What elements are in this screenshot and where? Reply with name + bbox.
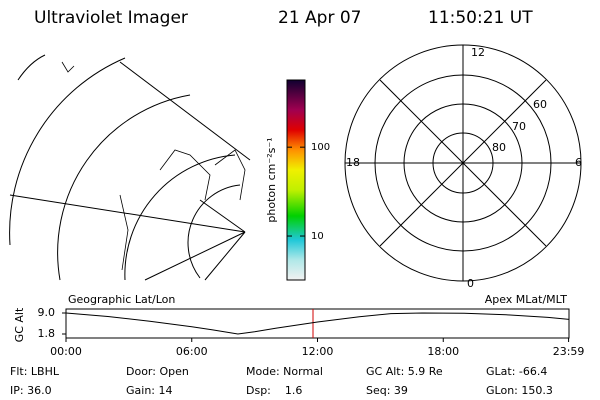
colorbar-tick-label: 100 <box>311 142 330 153</box>
status-field: Dsp: 1.6 <box>246 384 302 397</box>
timeline-ylabel: GC Alt <box>13 307 26 342</box>
y-tick-label: 9.0 <box>38 306 56 319</box>
x-tick-label: 23:59 <box>553 345 585 358</box>
polar-label: 60 <box>533 98 547 111</box>
x-tick-label: 18:00 <box>427 345 459 358</box>
altitude-line <box>65 312 570 335</box>
status-field: Door: Open <box>126 365 189 378</box>
status-field: GC Alt: 5.9 Re <box>366 365 443 378</box>
time: 11:50:21 UT <box>428 8 533 28</box>
polar-label: 12 <box>471 46 485 59</box>
colorbar-tick-label: 10 <box>311 231 324 242</box>
status-field: Seq: 39 <box>366 384 408 397</box>
x-tick-label: 06:00 <box>176 345 208 358</box>
timeline-right-label: Apex MLat/MLT <box>485 293 568 306</box>
x-tick-label: 12:00 <box>302 345 334 358</box>
colorbar-label: photon cm⁻²s⁻¹ <box>265 137 278 222</box>
geo-map <box>9 54 251 281</box>
polar-label: 70 <box>512 120 526 133</box>
status-field: GLon: 150.3 <box>486 384 553 397</box>
y-tick-label: 1.8 <box>38 327 56 340</box>
polar-grid <box>344 44 582 282</box>
status-field: IP: 36.0 <box>10 384 52 397</box>
status-field: Flt: LBHL <box>10 365 60 378</box>
title: Ultraviolet Imager <box>34 8 188 28</box>
status-field: GLat: -66.4 <box>486 365 547 378</box>
polar-label: 6 <box>575 156 582 169</box>
date: 21 Apr 07 <box>278 8 361 28</box>
x-tick-label: 00:00 <box>50 345 82 358</box>
polar-label: 80 <box>492 141 506 154</box>
timeline-frame <box>65 308 570 339</box>
colorbar <box>286 79 306 281</box>
polar-label: 18 <box>346 156 360 169</box>
status-field: Mode: Normal <box>246 365 323 378</box>
status-field: Gain: 14 <box>126 384 173 397</box>
timeline-left-label: Geographic Lat/Lon <box>68 293 175 306</box>
polar-label: 0 <box>467 277 474 290</box>
